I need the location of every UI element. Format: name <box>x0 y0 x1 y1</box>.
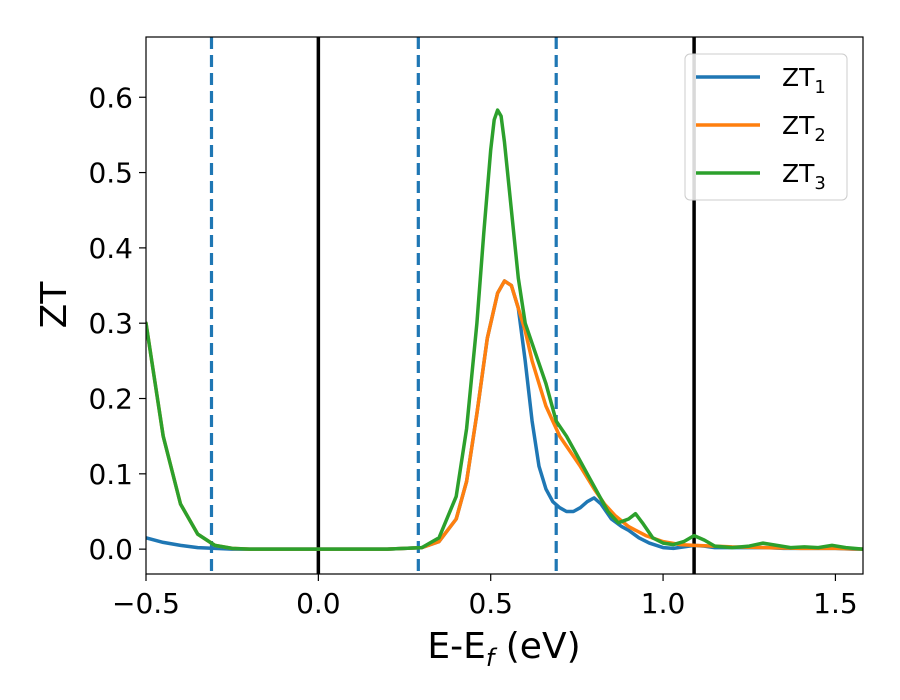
y-axis: 0.0 0.1 0.2 0.3 0.4 0.5 0.6 <box>88 81 146 566</box>
legend: ZT1 ZT2 ZT3 <box>684 53 848 201</box>
plot-frame <box>145 36 864 575</box>
y-tick-label-6: 0.6 <box>88 81 133 114</box>
y-axis-label: ZT <box>34 281 75 329</box>
legend-label-2: ZT2 <box>782 111 826 146</box>
y-tick-label-0: 0.0 <box>88 533 133 566</box>
legend-box <box>684 53 848 201</box>
x-axis-label-unit: (eV) <box>494 626 580 667</box>
y-tick-label-5: 0.5 <box>88 157 133 190</box>
x-tick-label-1: 0.0 <box>296 587 341 620</box>
y-tick-label-3: 0.3 <box>88 307 133 340</box>
series-lines <box>146 108 863 551</box>
x-tick-label-2: 0.5 <box>468 587 513 620</box>
x-tick-label-3: 1.0 <box>641 587 686 620</box>
legend-label-1: ZT1 <box>782 63 826 98</box>
x-axis: −0.5 0.0 0.5 1.0 1.5 <box>112 574 858 620</box>
x-axis-label: E-Ef (eV) <box>427 626 580 672</box>
legend-label-3: ZT3 <box>782 159 826 194</box>
series-line-3 <box>146 108 863 551</box>
y-tick-label-2: 0.2 <box>88 383 133 416</box>
y-tick-label-1: 0.1 <box>88 458 133 491</box>
x-tick-label-0: −0.5 <box>112 587 180 620</box>
y-tick-label-4: 0.4 <box>88 232 133 265</box>
x-tick-label-4: 1.5 <box>813 587 858 620</box>
